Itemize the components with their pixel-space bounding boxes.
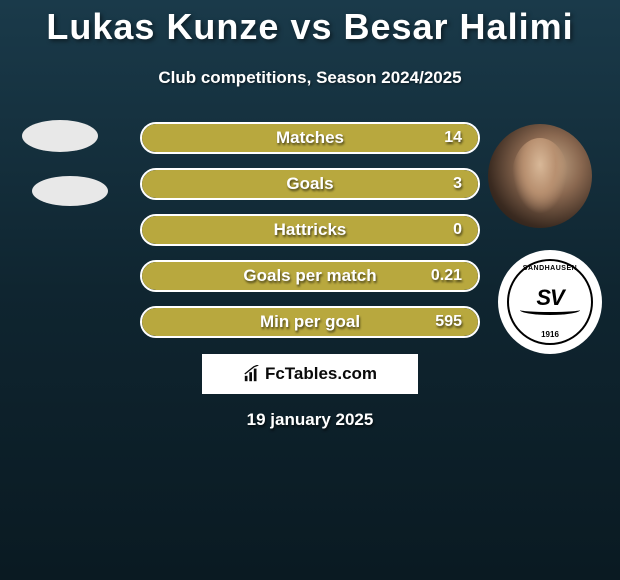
stat-row: Goals per match 0.21 (140, 260, 480, 292)
stat-bar-bg: Goals per match 0.21 (140, 260, 480, 292)
stat-bar-bg: Matches 14 (140, 122, 480, 154)
stat-label: Hattricks (274, 220, 347, 240)
badge-top-text: SANDHAUSEN (509, 265, 591, 272)
stat-bar-bg: Hattricks 0 (140, 214, 480, 246)
stat-label: Matches (276, 128, 344, 148)
date-label: 19 january 2025 (247, 410, 374, 430)
stat-value: 0 (453, 221, 462, 239)
player1-avatar-placeholder (22, 120, 98, 152)
stat-label: Goals per match (243, 266, 376, 286)
stat-bar-bg: Goals 3 (140, 168, 480, 200)
stat-value: 14 (444, 129, 462, 147)
stat-row: Hattricks 0 (140, 214, 480, 246)
stat-value: 595 (435, 313, 462, 331)
badge-swoosh (520, 305, 580, 315)
stat-row: Min per goal 595 (140, 306, 480, 338)
page-title: Lukas Kunze vs Besar Halimi (0, 0, 620, 48)
stats-bars: Matches 14 Goals 3 Hattricks 0 Goals per match… (140, 122, 480, 352)
stat-bar-bg: Min per goal 595 (140, 306, 480, 338)
bar-chart-icon (243, 365, 261, 383)
stat-label: Min per goal (260, 312, 360, 332)
stat-label: Goals (286, 174, 333, 194)
stat-row: Matches 14 (140, 122, 480, 154)
stat-row: Goals 3 (140, 168, 480, 200)
fctables-watermark: FcTables.com (202, 354, 418, 394)
stat-value: 0.21 (431, 267, 462, 285)
player2-avatar (488, 124, 592, 228)
fctables-label: FcTables.com (265, 364, 377, 384)
player1-club-placeholder (32, 176, 108, 206)
badge-year-text: 1916 (509, 330, 591, 339)
stat-value: 3 (453, 175, 462, 193)
player2-club-badge: SANDHAUSEN SV 1916 (498, 250, 602, 354)
subtitle: Club competitions, Season 2024/2025 (0, 68, 620, 88)
